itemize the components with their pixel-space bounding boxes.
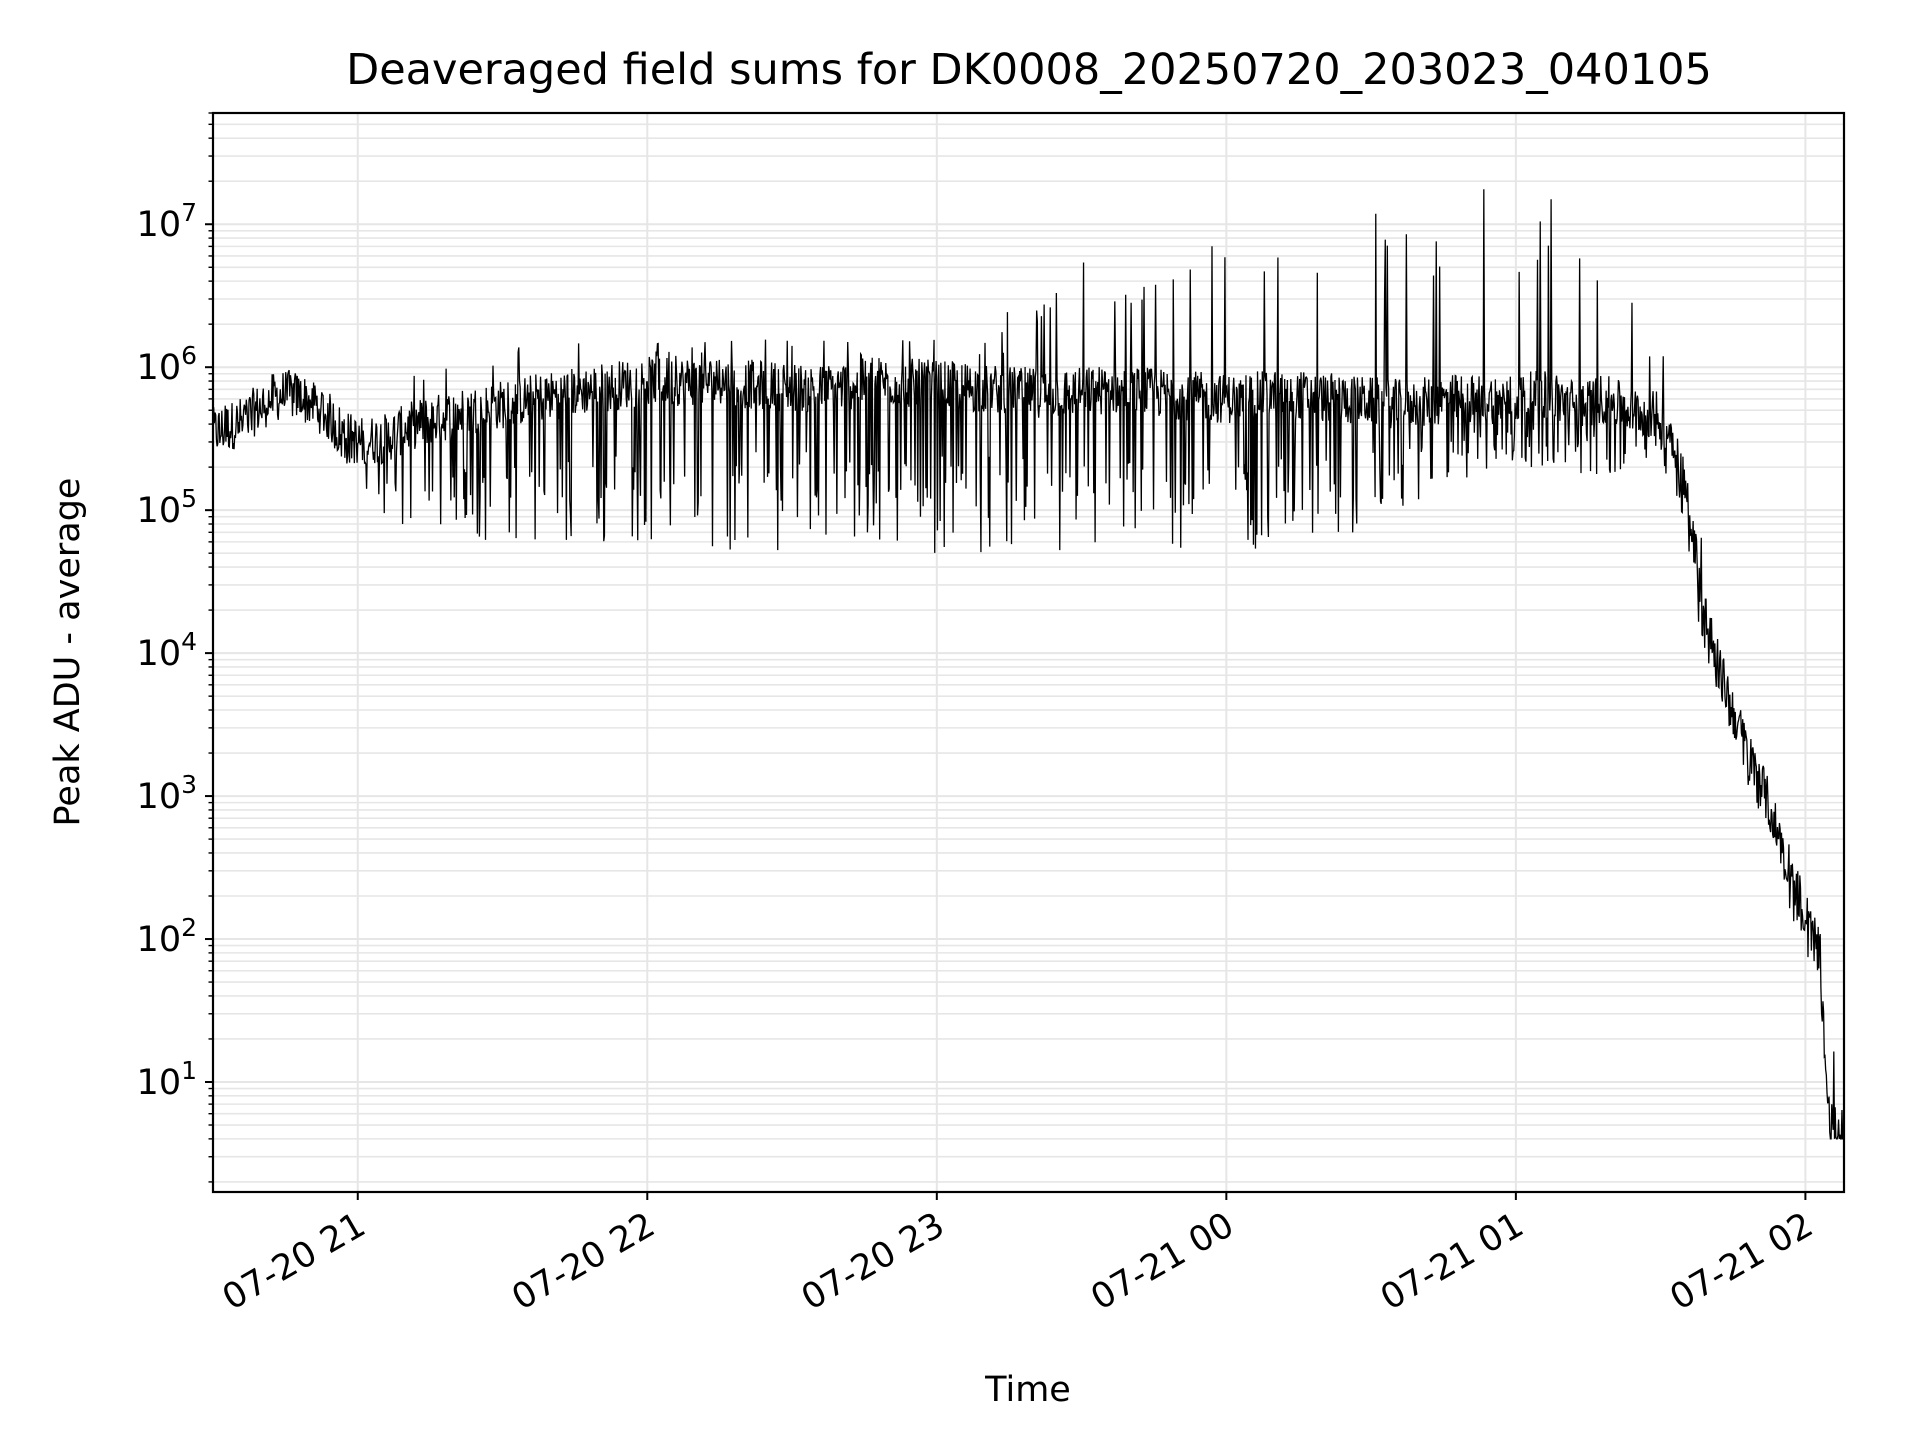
grid-lines [213,112,1844,1192]
x-axis-label: Time [984,1370,1071,1410]
y-axis: 101 102 103 104 105 106 107 [137,112,213,1183]
series-layer [212,189,1845,1140]
y-tick-label: 102 [137,913,197,960]
x-tick-label: 07-20 23 [795,1205,951,1318]
x-tick-label: 07-20 22 [505,1205,661,1318]
y-tick-label: 103 [137,770,197,817]
x-tick-label: 07-21 02 [1664,1205,1820,1318]
y-tick-label: 107 [137,198,197,245]
chart-title: Deaveraged field sums for DK0008_2025072… [346,45,1712,95]
y-tick-label: 105 [137,484,197,531]
x-axis: 07-20 21 07-20 22 07-20 23 07-21 00 07-21 01… [216,1192,1820,1318]
x-tick-label: 07-21 00 [1085,1205,1241,1318]
y-tick-label: 104 [137,627,197,674]
x-tick-label: 07-21 01 [1374,1205,1530,1318]
series-line [212,189,1845,1140]
x-tick-label: 07-20 21 [216,1205,372,1318]
y-axis-label: Peak ADU - average [48,478,88,827]
y-tick-label: 106 [137,341,197,388]
y-tick-label: 101 [137,1056,197,1103]
